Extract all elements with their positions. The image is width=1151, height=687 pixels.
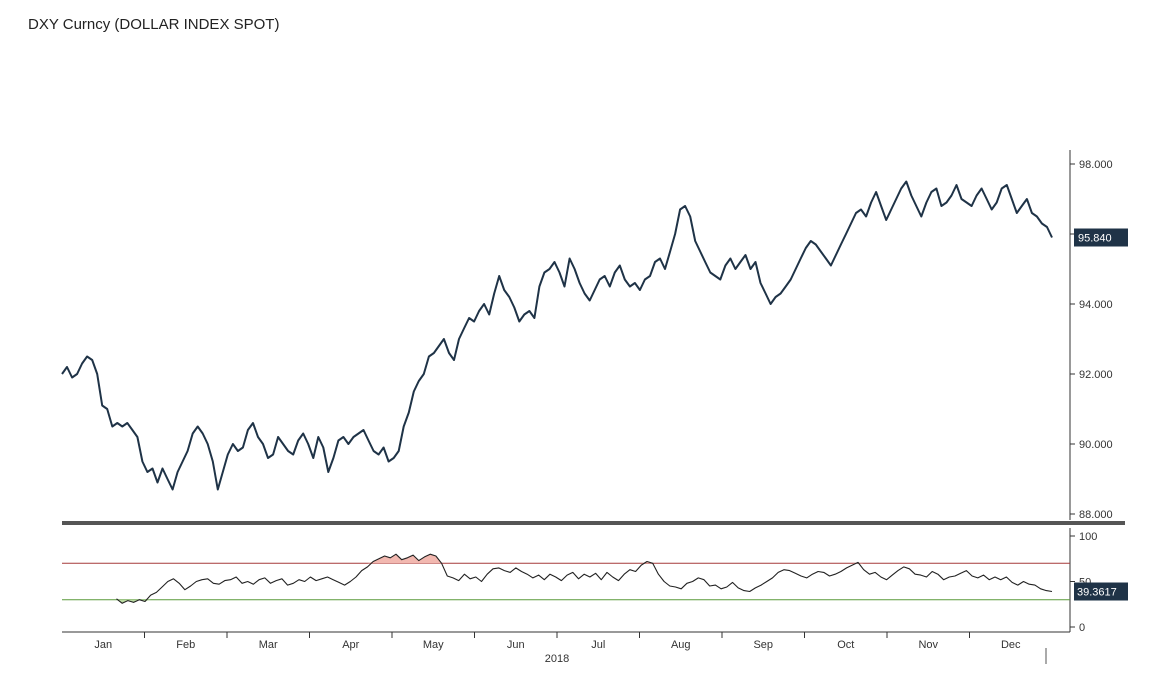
x-axis: Jan Feb Mar Apr May Jun Jul Aug Sep Oct Nov Dec 2018 (62, 631, 1070, 665)
x-axis-month-label: Jan (94, 639, 112, 651)
price-y-tick-label: 88.000 (1079, 509, 1113, 521)
price-y-tick-label: 98.000 (1079, 159, 1113, 171)
price-y-tick-label: 94.000 (1079, 299, 1113, 311)
last-price-label: 95.840 (1078, 233, 1112, 245)
x-axis-month-label: Nov (918, 639, 938, 651)
last-rsi-badge (1074, 582, 1128, 601)
x-axis-month-label: Jun (507, 639, 525, 651)
x-axis-month-label: Sep (753, 639, 773, 651)
chart-title: DXY Curncy (DOLLAR INDEX SPOT) (28, 16, 280, 33)
price-y-tick-label: 90.000 (1079, 439, 1113, 451)
oversold-fill (116, 599, 1052, 604)
x-axis-month-label: Feb (176, 639, 195, 651)
panel-divider-bar (62, 521, 1125, 525)
rsi-y-tick-label: 0 (1079, 622, 1085, 634)
x-axis-month-label: Jul (591, 639, 605, 651)
x-axis-year-label: 2018 (545, 653, 569, 665)
panel-divider (62, 521, 1125, 525)
x-axis-month-label: May (423, 639, 444, 651)
last-rsi-label: 39.3617 (1077, 587, 1117, 599)
price-panel: 98.00096.00094.00092.00090.00088.00095.8… (61, 150, 1128, 521)
x-axis-month-label: Mar (259, 639, 278, 651)
x-axis-month-label: Dec (1001, 639, 1021, 651)
rsi-y-tick-label: 100 (1079, 531, 1097, 543)
x-axis-month-label: Apr (342, 639, 359, 651)
rsi-series-line (116, 553, 1053, 604)
last-price-badge (1074, 228, 1128, 247)
overbought-fill (116, 554, 1052, 564)
x-axis-month-label: Aug (671, 639, 691, 651)
price-series-line (61, 180, 1053, 491)
x-axis-month-label: Oct (837, 639, 854, 651)
price-y-tick-label: 92.000 (1079, 369, 1113, 381)
